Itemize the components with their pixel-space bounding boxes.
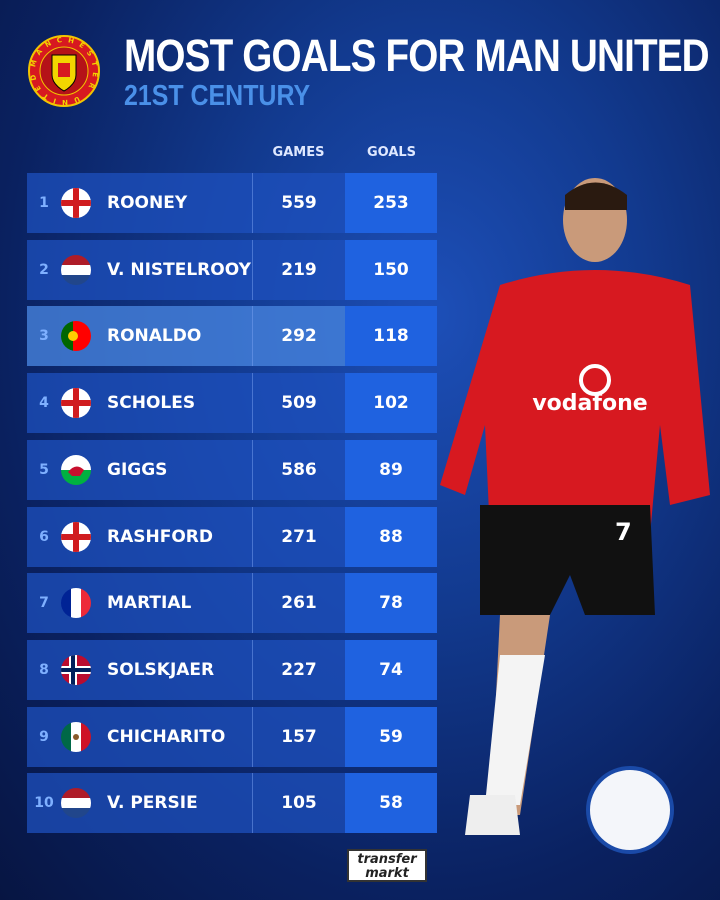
page-subtitle: 21ST CENTURY <box>124 80 311 112</box>
shorts-number: 7 <box>615 518 632 546</box>
page-title: MOST GOALS FOR MAN UNITED <box>124 30 710 81</box>
table-row: 9 CHICHARITO 157 59 <box>27 706 437 767</box>
table-row: 2 V. NISTELROOY 219 150 <box>27 239 437 300</box>
rank: 1 <box>39 195 49 211</box>
games-cell: 271 <box>252 506 345 567</box>
table-row: 4 SCHOLES 509 102 <box>27 373 437 434</box>
player-cell: 5 GIGGS <box>27 439 252 500</box>
mexico-flag-icon <box>61 721 91 752</box>
player-cell: 7 MARTIAL <box>27 573 252 634</box>
games-cell: 586 <box>252 439 345 500</box>
logo-line2: markt <box>365 866 409 881</box>
player-name: SOLSKJAER <box>107 659 215 680</box>
england-flag-icon <box>61 388 91 419</box>
rank: 9 <box>39 728 49 745</box>
transfermarkt-logo: transfer markt <box>347 849 427 882</box>
player-cell: 10 V. PERSIE <box>27 773 252 834</box>
games-cell: 219 <box>252 239 345 300</box>
player-name: RONALDO <box>107 326 202 347</box>
table-row: 8 SOLSKJAER 227 74 <box>27 639 437 700</box>
goals-cell: 253 <box>345 173 437 233</box>
goals-cell: 88 <box>345 506 437 567</box>
player-cell: 8 SOLSKJAER <box>27 639 252 700</box>
goals-cell: 102 <box>345 373 437 434</box>
goals-cell: 59 <box>345 706 437 767</box>
table-row: 6 RASHFORD 271 88 <box>27 506 437 567</box>
player-cell: 1 ROONEY <box>27 173 252 233</box>
player-name: V. NISTELROOY <box>107 259 251 280</box>
rank: 10 <box>34 795 54 812</box>
goals-cell: 150 <box>345 239 437 300</box>
man-united-crest-icon: MANCHESTER UNITED <box>28 35 100 107</box>
norway-flag-icon <box>61 654 91 685</box>
table-row: 7 MARTIAL 261 78 <box>27 573 437 634</box>
games-cell: 292 <box>252 306 345 367</box>
player-name: SCHOLES <box>107 393 196 414</box>
games-cell: 559 <box>252 173 345 233</box>
netherlands-flag-icon <box>61 788 91 819</box>
goals-cell: 74 <box>345 639 437 700</box>
rank: 2 <box>39 261 49 278</box>
player-cell: 3 RONALDO <box>27 306 252 367</box>
table-row: 3 RONALDO 292 118 <box>27 306 437 367</box>
netherlands-flag-icon <box>61 254 91 285</box>
games-cell: 509 <box>252 373 345 434</box>
rank: 6 <box>39 528 49 545</box>
rank: 7 <box>39 595 49 612</box>
games-cell: 227 <box>252 639 345 700</box>
player-name: MARTIAL <box>107 593 192 614</box>
games-cell: 157 <box>252 706 345 767</box>
player-name: GIGGS <box>107 459 168 480</box>
player-name: V. PERSIE <box>107 793 198 814</box>
player-cell: 2 V. NISTELROOY <box>27 239 252 300</box>
goals-cell: 118 <box>345 306 437 367</box>
wales-flag-icon <box>61 454 91 485</box>
player-name: ROONEY <box>107 193 188 213</box>
player-name: RASHFORD <box>107 526 213 547</box>
england-flag-icon <box>61 521 91 552</box>
table-row: 5 GIGGS 586 89 <box>27 439 437 500</box>
player-cell: 6 RASHFORD <box>27 506 252 567</box>
portugal-flag-icon <box>61 321 91 352</box>
player-name: CHICHARITO <box>107 726 226 747</box>
rank: 4 <box>39 395 49 412</box>
england-flag-icon <box>61 188 91 218</box>
table-row: 1 ROONEY 559 253 <box>27 173 437 233</box>
player-cell: 9 CHICHARITO <box>27 706 252 767</box>
goals-column-header: GOALS <box>366 145 417 160</box>
logo-line1: transfer <box>357 852 417 867</box>
table-row: 10 V. PERSIE 105 58 <box>27 773 437 834</box>
goals-cell: 78 <box>345 573 437 634</box>
goals-cell: 58 <box>345 773 437 834</box>
player-cell: 4 SCHOLES <box>27 373 252 434</box>
goals-cell: 89 <box>345 439 437 500</box>
player-photo: vodafone 7 <box>440 178 710 854</box>
rank: 8 <box>39 661 49 678</box>
games-cell: 105 <box>252 773 345 834</box>
rank: 5 <box>39 461 49 478</box>
rank: 3 <box>39 328 49 345</box>
games-column-header: GAMES <box>272 145 325 160</box>
france-flag-icon <box>61 588 91 619</box>
games-cell: 261 <box>252 573 345 634</box>
